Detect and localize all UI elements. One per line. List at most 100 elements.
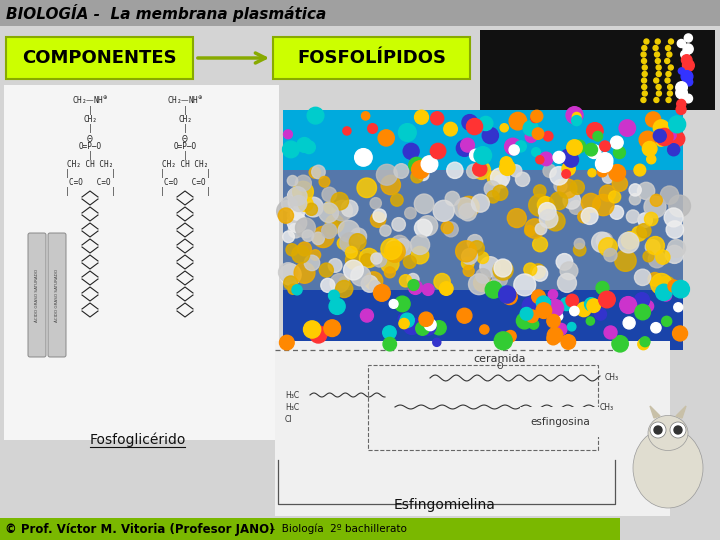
Circle shape [560, 262, 578, 280]
Circle shape [539, 202, 556, 220]
Circle shape [535, 223, 546, 235]
Circle shape [304, 321, 320, 338]
Circle shape [620, 296, 636, 313]
Circle shape [474, 274, 491, 292]
Circle shape [456, 241, 477, 262]
Circle shape [510, 165, 522, 177]
Circle shape [458, 197, 480, 217]
Circle shape [654, 52, 660, 57]
FancyBboxPatch shape [273, 37, 470, 79]
Circle shape [598, 291, 616, 308]
Circle shape [642, 141, 657, 156]
Circle shape [608, 191, 621, 203]
Circle shape [479, 117, 493, 131]
Circle shape [577, 302, 591, 316]
Circle shape [284, 276, 297, 290]
Circle shape [547, 332, 559, 345]
Circle shape [609, 165, 626, 181]
Circle shape [642, 78, 647, 83]
Circle shape [328, 290, 339, 301]
Circle shape [294, 262, 315, 284]
Circle shape [642, 65, 647, 70]
Circle shape [531, 147, 541, 157]
Circle shape [656, 137, 666, 146]
Circle shape [485, 281, 502, 298]
Circle shape [532, 128, 544, 139]
Text: $\Theta$: $\Theta$ [86, 133, 94, 144]
Text: esfingosina: esfingosina [530, 417, 590, 427]
Circle shape [533, 237, 547, 252]
Circle shape [592, 232, 612, 252]
Circle shape [587, 299, 600, 313]
Text: CH₂ CH CH₂: CH₂ CH CH₂ [67, 160, 113, 169]
Circle shape [295, 175, 311, 191]
Circle shape [444, 123, 457, 136]
Circle shape [411, 246, 428, 264]
Circle shape [651, 273, 672, 295]
Circle shape [364, 272, 383, 290]
Circle shape [494, 332, 512, 350]
Circle shape [665, 45, 670, 51]
Circle shape [654, 78, 659, 83]
Circle shape [439, 282, 453, 295]
Circle shape [573, 244, 586, 256]
Circle shape [390, 235, 409, 254]
Text: FOSFOLÍPIDOS: FOSFOLÍPIDOS [297, 49, 446, 67]
Circle shape [369, 281, 381, 292]
Circle shape [432, 321, 446, 335]
Circle shape [544, 131, 553, 141]
Text: |: | [183, 124, 187, 133]
Circle shape [374, 285, 390, 301]
Circle shape [526, 310, 539, 322]
FancyBboxPatch shape [283, 170, 683, 290]
Circle shape [575, 239, 585, 249]
Circle shape [361, 275, 378, 292]
Circle shape [286, 244, 298, 256]
Circle shape [640, 337, 650, 347]
Circle shape [537, 197, 554, 213]
Circle shape [420, 319, 436, 335]
Text: H₃C: H₃C [285, 390, 299, 400]
Circle shape [550, 167, 568, 185]
Circle shape [398, 314, 407, 323]
Text: |: | [88, 124, 92, 133]
Circle shape [534, 185, 546, 197]
Circle shape [482, 127, 498, 144]
Circle shape [407, 273, 419, 286]
Circle shape [641, 52, 646, 57]
Circle shape [596, 281, 609, 294]
Circle shape [599, 238, 617, 256]
Circle shape [611, 136, 624, 149]
Circle shape [472, 194, 490, 212]
Circle shape [456, 140, 473, 157]
Circle shape [412, 161, 429, 178]
Circle shape [461, 138, 474, 152]
Text: |: | [183, 151, 187, 160]
Circle shape [678, 39, 685, 48]
Circle shape [597, 153, 613, 168]
FancyBboxPatch shape [48, 233, 66, 357]
Circle shape [566, 294, 578, 307]
Text: ÁCIDO GRASO SATURADO: ÁCIDO GRASO SATURADO [35, 268, 39, 321]
Circle shape [657, 91, 662, 96]
Circle shape [472, 161, 490, 179]
Circle shape [656, 250, 670, 264]
Text: O=P—O: O=P—O [78, 142, 102, 151]
Circle shape [547, 328, 563, 343]
Circle shape [387, 246, 403, 262]
Circle shape [638, 213, 652, 227]
Circle shape [312, 226, 334, 247]
Circle shape [642, 58, 647, 64]
FancyBboxPatch shape [4, 85, 279, 440]
Circle shape [666, 98, 671, 103]
Circle shape [490, 168, 510, 187]
Circle shape [662, 316, 672, 326]
Circle shape [287, 213, 307, 232]
Circle shape [340, 233, 360, 253]
Circle shape [665, 58, 670, 64]
Circle shape [615, 250, 636, 271]
Circle shape [672, 326, 688, 341]
Text: |         |: | | [160, 169, 210, 178]
Circle shape [330, 274, 349, 293]
Text: H₃C: H₃C [285, 403, 299, 413]
